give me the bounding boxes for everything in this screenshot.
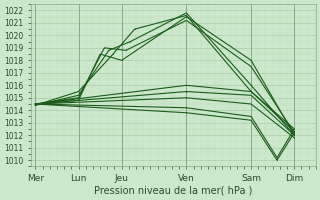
- X-axis label: Pression niveau de la mer( hPa ): Pression niveau de la mer( hPa ): [94, 186, 252, 196]
